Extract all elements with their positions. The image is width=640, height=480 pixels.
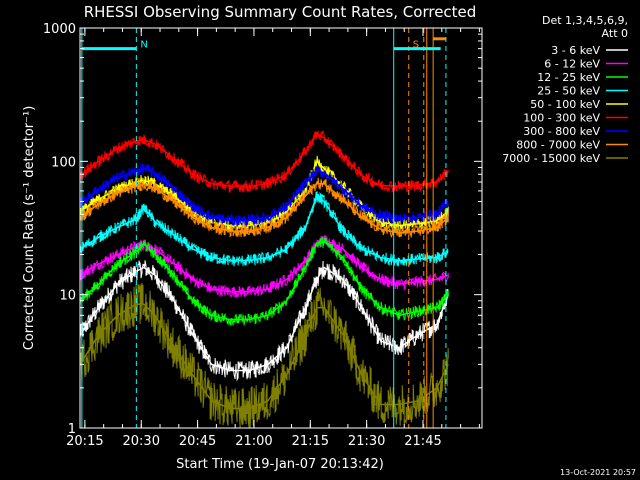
series-trend-2 [79,240,449,321]
series-trend-4 [79,160,449,227]
legend-label-1: 6 - 12 keV [544,58,600,71]
legend-header-attenuator: Att 0 [602,27,628,40]
x-tick-label-2: 20:45 [179,434,216,449]
series-trend-5 [79,133,449,188]
y-tick-label-1: 10 [59,289,76,304]
series-trend-0 [79,266,449,372]
series-trend-3 [79,195,449,262]
series-3 [79,191,449,267]
series-6 [79,163,449,227]
series-0 [79,260,449,382]
series-line-6 [79,163,449,227]
y-axis-label: Corrected Count Rate (s⁻¹ detector⁻¹) [22,106,37,351]
x-tick-label-5: 21:30 [348,434,385,449]
series-7 [79,177,449,238]
y-tick-label-0: 1 [68,422,76,437]
series-trend-6 [79,167,449,222]
x-axis-label: Start Time (19-Jan-07 20:13:42) [176,457,384,472]
series-8 [79,283,449,429]
legend-label-8: 7000 - 15000 keV [502,152,600,165]
annotation-label-0: N [140,40,147,51]
legend-header-detectors: Det 1,3,4,5,6,9, [542,14,628,27]
legend-label-0: 3 - 6 keV [551,44,600,57]
y-axis: 1 10 100 1000 [43,22,482,437]
legend-label-7: 800 - 7000 keV [516,139,600,152]
x-axis: 20:15 20:30 20:45 21:00 21:15 21:30 21:45 [66,28,480,449]
series-trend-7 [79,182,449,234]
legend-label-4: 50 - 100 keV [530,98,600,111]
series-trend-8 [79,303,449,410]
series-2 [79,236,449,326]
annotation-label-1: S [413,40,419,51]
legend-label-5: 100 - 300 keV [523,112,600,125]
legend-label-6: 300 - 800 keV [523,125,600,138]
legend-label-2: 12 - 25 keV [537,71,600,84]
series-5 [79,130,449,194]
series-line-8 [79,283,449,429]
x-tick-label-3: 21:00 [235,434,272,449]
x-tick-label-1: 20:30 [123,434,160,449]
x-tick-label-6: 21:45 [404,434,441,449]
legend-label-3: 25 - 50 keV [537,85,600,98]
series-line-2 [79,236,449,326]
chart-title: RHESSI Observing Summary Count Rates, Co… [84,3,477,21]
plot-frame [79,27,483,429]
x-tick-label-4: 21:15 [292,434,329,449]
series-line-0 [79,260,449,382]
x-tick-label-0: 20:15 [66,434,103,449]
footer-timestamp: 13-Oct-2021 20:57 [560,468,636,477]
y-tick-label-2: 100 [51,155,76,170]
series-line-3 [79,191,449,267]
y-tick-label-3: 1000 [43,22,76,37]
